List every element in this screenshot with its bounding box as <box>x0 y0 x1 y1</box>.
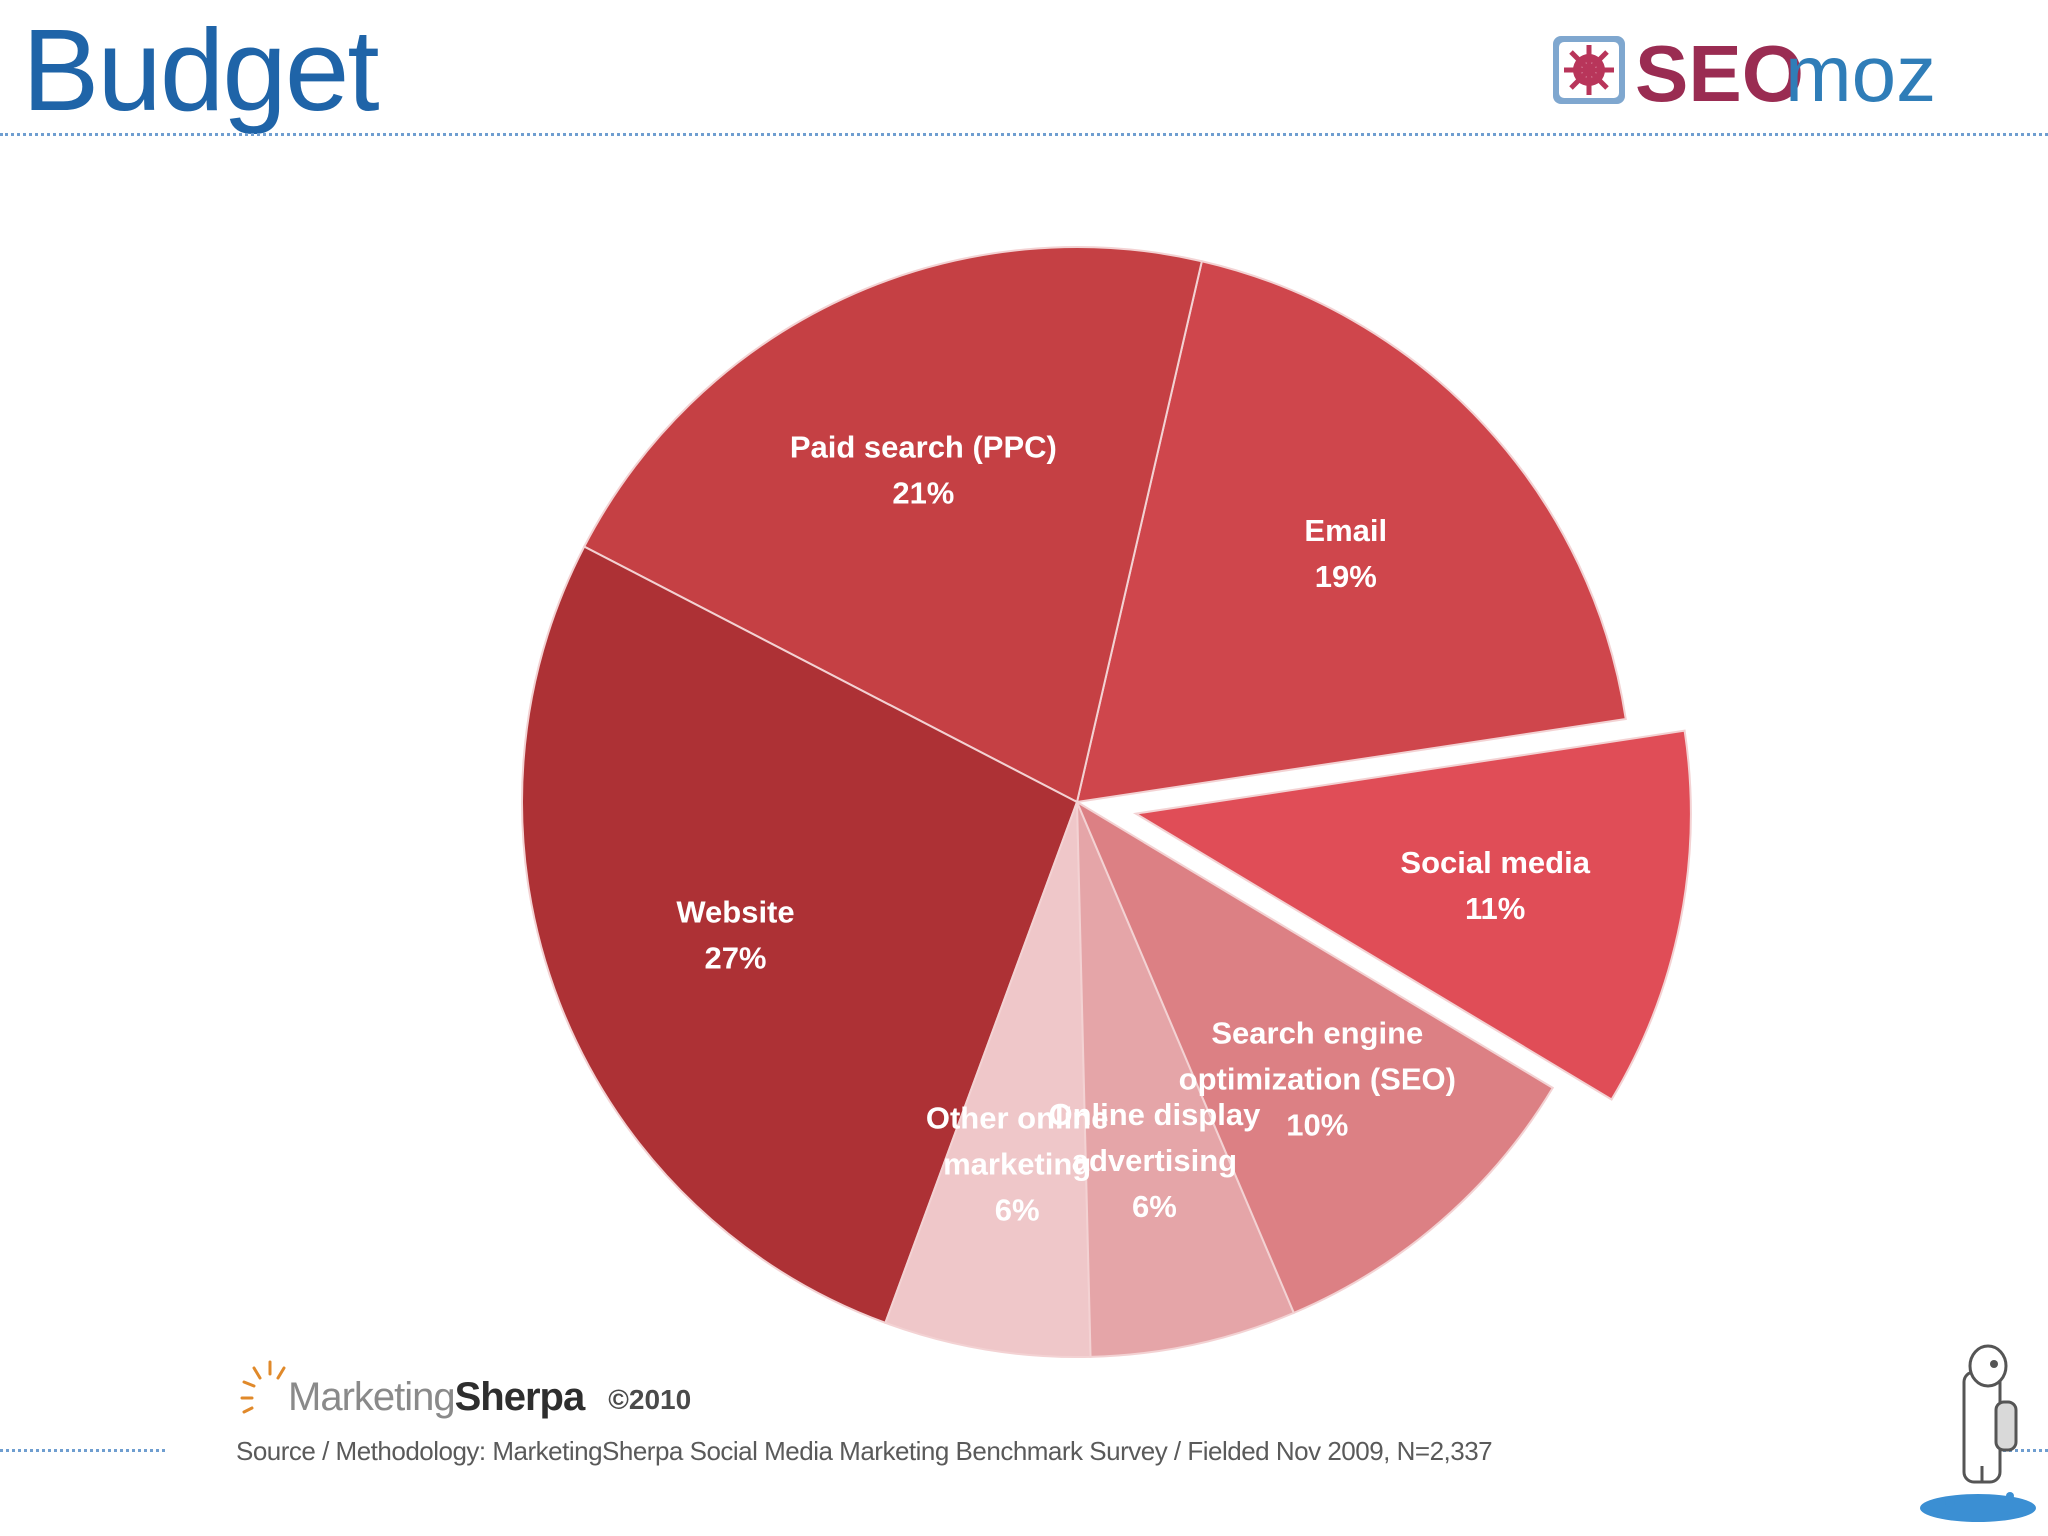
footer-divider-left <box>0 1449 165 1452</box>
sun-rays-icon <box>240 1360 286 1414</box>
sherpa-name-bold: Sherpa <box>454 1375 586 1419</box>
slice-category-label: optimization (SEO) <box>1179 1061 1456 1096</box>
slide-title: Budget <box>22 5 380 135</box>
slice-category-label: Search engine <box>1211 1015 1423 1050</box>
slice-category-label: marketing <box>943 1146 1091 1181</box>
robot-mascot-icon <box>1920 1344 2036 1522</box>
pie-labels: Social media 11% Email 19% Paid search (PPC)… <box>676 429 1590 1227</box>
title-divider <box>0 133 2048 136</box>
slice-category-label: Online display <box>1048 1097 1261 1132</box>
pie-slice-paid-search-ppc- <box>582 246 1204 804</box>
slice-category-label: Website <box>676 894 794 929</box>
pie-slice-email <box>1075 260 1627 804</box>
slice-category-label: Other online <box>926 1100 1109 1135</box>
pie-slice-website <box>521 545 1079 1325</box>
slice-category-label: Paid search (PPC) <box>790 429 1057 464</box>
logo-text-light: moz <box>1785 30 1936 112</box>
slice-percent-label: 21% <box>892 475 954 510</box>
pie-slice-other-online-marketing <box>884 801 1092 1358</box>
sherpa-name-light: Marketing <box>288 1375 456 1419</box>
pie-slice-social-media <box>1132 729 1692 1101</box>
slice-category-label: Email <box>1304 513 1387 548</box>
copyright-year: ©2010 <box>608 1384 692 1415</box>
slice-percent-label: 10% <box>1286 1107 1348 1142</box>
seomoz-logo: SEO moz <box>1553 30 1936 112</box>
slice-percent-label: 6% <box>995 1192 1040 1227</box>
footer-divider-right <box>1990 1449 2048 1452</box>
slice-percent-label: 11% <box>1465 891 1525 926</box>
pie-slice-search-engine-optimization-seo- <box>1074 799 1555 1315</box>
pie-slice-online-display-advertising <box>1076 801 1296 1358</box>
sun-gear-icon <box>1564 45 1614 95</box>
slice-category-label: advertising <box>1072 1143 1237 1178</box>
slice-percent-label: 27% <box>704 940 766 975</box>
logo-text-bold: SEO <box>1635 30 1804 112</box>
slice-percent-label: 6% <box>1132 1189 1177 1224</box>
slice-percent-label: 19% <box>1315 559 1377 594</box>
marketingsherpa-logo: Marketing Sherpa ©2010 <box>240 1340 691 1420</box>
pie-slices <box>521 246 1692 1358</box>
source-methodology: Source / Methodology: MarketingSherpa So… <box>236 1436 1493 1466</box>
slice-category-label: Social media <box>1400 845 1590 880</box>
